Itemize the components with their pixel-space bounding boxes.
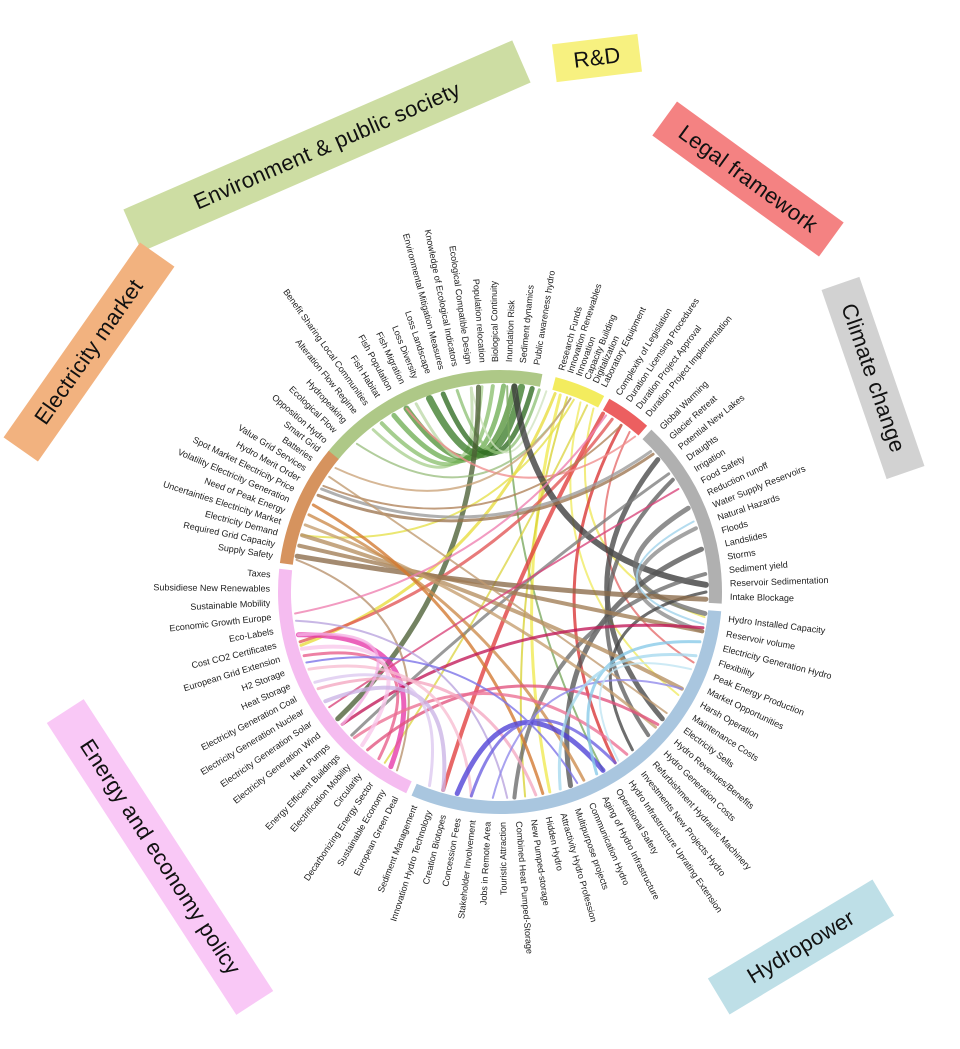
chord-link (303, 523, 657, 729)
category-arc-hydropower (411, 610, 722, 815)
chord-link (491, 679, 683, 799)
chord-link (334, 397, 572, 492)
chord-link (296, 632, 407, 770)
chord-link (305, 656, 579, 784)
chord-link (604, 477, 675, 738)
chord-link (557, 653, 698, 791)
chord-link (311, 503, 545, 795)
item-label: Jobs in Remote Area (478, 821, 492, 905)
chord-link (313, 673, 434, 788)
chord-link (316, 677, 538, 797)
item-label: Inundation Risk (504, 299, 517, 362)
chord-link (632, 505, 708, 616)
chord-link (604, 457, 665, 722)
item-label: Combined Heat Pumped-Storage (514, 821, 535, 954)
chord-link (294, 553, 709, 602)
chord-link (300, 644, 391, 748)
chord-link (301, 398, 575, 539)
chord-link (511, 383, 709, 588)
chord-link (598, 662, 692, 762)
chord-link (295, 558, 410, 772)
chord-link (307, 513, 586, 782)
chord-link (297, 543, 705, 634)
chord-link (295, 619, 509, 799)
chord-link (294, 414, 608, 615)
category-arc-legal-framework (602, 398, 648, 436)
chord-link (316, 452, 655, 523)
chord-link (307, 664, 473, 798)
chord-link (405, 407, 637, 479)
item-label: Public awareness hydro (532, 270, 557, 366)
chord-link (366, 684, 660, 752)
chord-link (440, 386, 535, 456)
chord-link (512, 572, 708, 800)
category-arc-climate-change (642, 429, 723, 604)
category-arc-energy-and-economy-policy (277, 568, 412, 794)
chord-link (455, 388, 541, 454)
item-label: Reservoir Sedimentation (730, 575, 829, 588)
chord-link (608, 590, 708, 752)
category-arc-r-d (552, 377, 605, 408)
item-label: Sediment yield (728, 560, 788, 575)
item-label: Population relocation (471, 278, 488, 363)
item-label: Biological Continuity (489, 280, 501, 362)
chord-link (322, 424, 623, 510)
chord-link (530, 393, 562, 794)
chord-link (635, 520, 705, 626)
item-label: Taxes (247, 568, 272, 580)
item-label: Touristic Attraction (498, 822, 509, 895)
chord-link (297, 632, 380, 726)
category-arc-electricity-market (279, 450, 339, 565)
chord-links-layer (294, 383, 709, 800)
item-label: Floods (720, 519, 749, 536)
item-label: Electricity Generation Hydro (722, 644, 833, 682)
item-label: Storms (727, 547, 757, 561)
category-arcs-layer (277, 370, 723, 815)
item-label: Sustainable Mobility (190, 598, 271, 612)
item-label: Intake Blockage (730, 592, 794, 603)
category-arc-environment-public-society (327, 370, 543, 461)
chord-link (320, 450, 653, 519)
item-label: Subsidiese New Renewables (153, 582, 270, 593)
